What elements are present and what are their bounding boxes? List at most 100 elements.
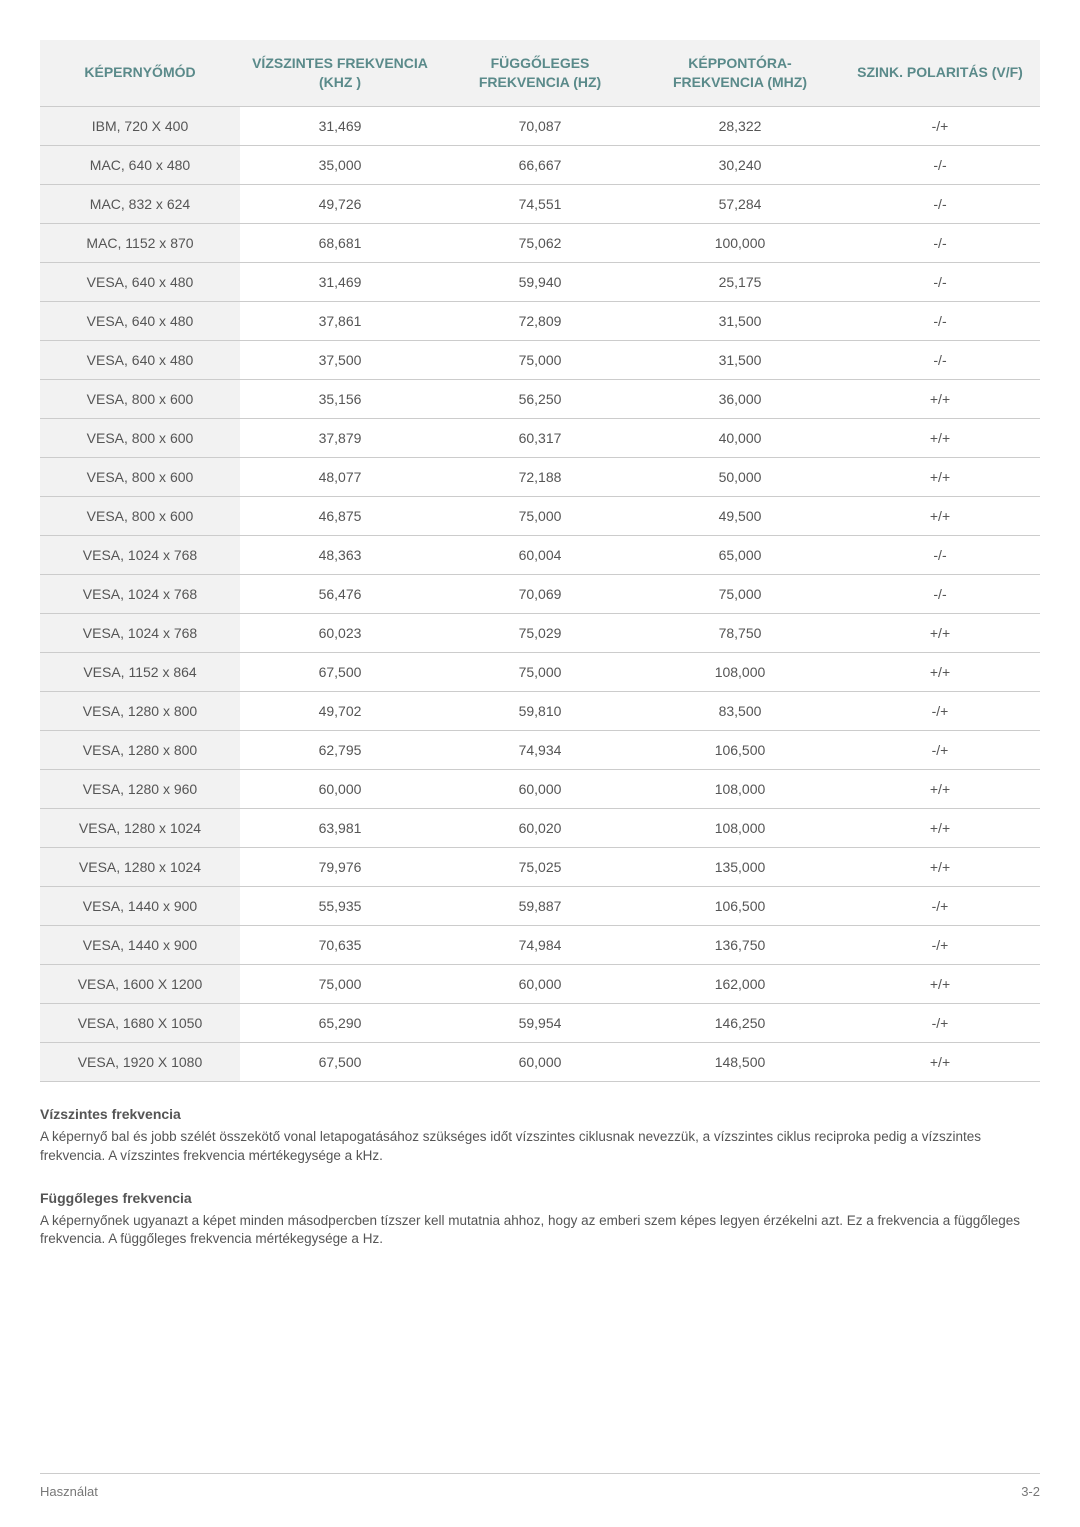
table-cell: 108,000 [640,769,840,808]
table-cell: -/- [840,262,1040,301]
table-cell: VESA, 1024 x 768 [40,613,240,652]
table-cell: 48,363 [240,535,440,574]
table-cell: 79,976 [240,847,440,886]
table-cell: -/- [840,301,1040,340]
table-cell: -/+ [840,886,1040,925]
table-cell: 74,551 [440,184,640,223]
table-cell: 74,934 [440,730,640,769]
col-header-polarity: SZINK. POLARITÁS (V/F) [840,40,1040,106]
table-row: MAC, 832 x 62449,72674,55157,284-/- [40,184,1040,223]
table-cell: 48,077 [240,457,440,496]
table-cell: +/+ [840,457,1040,496]
col-header-hfreq: VÍZSZINTES FREKVENCIA (KHZ ) [240,40,440,106]
table-row: MAC, 1152 x 87068,68175,062100,000-/- [40,223,1040,262]
table-cell: MAC, 1152 x 870 [40,223,240,262]
table-cell: 60,020 [440,808,640,847]
table-cell: 60,000 [440,769,640,808]
section-body-vfreq: A képernyőnek ugyanazt a képet minden má… [40,1212,1040,1250]
table-row: VESA, 640 x 48031,46959,94025,175-/- [40,262,1040,301]
table-cell: -/+ [840,106,1040,145]
table-cell: 148,500 [640,1042,840,1081]
table-cell: -/- [840,184,1040,223]
table-cell: 75,062 [440,223,640,262]
table-cell: -/+ [840,730,1040,769]
table-cell: +/+ [840,1042,1040,1081]
table-cell: VESA, 1920 X 1080 [40,1042,240,1081]
table-cell: 162,000 [640,964,840,1003]
table-cell: 66,667 [440,145,640,184]
table-cell: 37,500 [240,340,440,379]
table-cell: VESA, 1680 X 1050 [40,1003,240,1042]
table-cell: VESA, 1280 x 800 [40,691,240,730]
table-cell: VESA, 1440 x 900 [40,925,240,964]
table-cell: -/- [840,574,1040,613]
table-row: VESA, 1440 x 90055,93559,887106,500-/+ [40,886,1040,925]
timing-mode-table: KÉPERNYŐMÓD VÍZSZINTES FREKVENCIA (KHZ )… [40,40,1040,1082]
table-cell: VESA, 1440 x 900 [40,886,240,925]
table-cell: 63,981 [240,808,440,847]
col-header-mode: KÉPERNYŐMÓD [40,40,240,106]
table-cell: VESA, 640 x 480 [40,301,240,340]
table-cell: 49,500 [640,496,840,535]
table-cell: 50,000 [640,457,840,496]
table-cell: 59,954 [440,1003,640,1042]
table-cell: 108,000 [640,808,840,847]
table-cell: 83,500 [640,691,840,730]
table-cell: VESA, 1280 x 800 [40,730,240,769]
table-cell: -/- [840,145,1040,184]
table-cell: 65,000 [640,535,840,574]
table-cell: 37,879 [240,418,440,457]
table-cell: 75,000 [640,574,840,613]
table-cell: 60,023 [240,613,440,652]
table-cell: +/+ [840,847,1040,886]
table-cell: 57,284 [640,184,840,223]
table-cell: 72,809 [440,301,640,340]
table-cell: 67,500 [240,652,440,691]
table-cell: +/+ [840,379,1040,418]
table-row: VESA, 1280 x 102479,97675,025135,000+/+ [40,847,1040,886]
table-cell: 78,750 [640,613,840,652]
table-cell: 56,250 [440,379,640,418]
table-cell: 75,025 [440,847,640,886]
table-cell: 60,317 [440,418,640,457]
table-cell: 60,004 [440,535,640,574]
table-cell: 60,000 [240,769,440,808]
table-cell: 106,500 [640,730,840,769]
table-cell: 31,469 [240,106,440,145]
table-cell: 67,500 [240,1042,440,1081]
section-body-hfreq: A képernyő bal és jobb szélét összekötő … [40,1128,1040,1166]
table-cell: VESA, 1280 x 1024 [40,808,240,847]
table-row: VESA, 1280 x 80049,70259,81083,500-/+ [40,691,1040,730]
table-row: VESA, 1440 x 90070,63574,984136,750-/+ [40,925,1040,964]
section-title-hfreq: Vízszintes frekvencia [40,1106,1040,1122]
table-cell: 36,000 [640,379,840,418]
table-cell: 28,322 [640,106,840,145]
table-cell: VESA, 1280 x 1024 [40,847,240,886]
table-cell: VESA, 640 x 480 [40,340,240,379]
table-body: IBM, 720 X 40031,46970,08728,322-/+ MAC, … [40,106,1040,1081]
table-cell: 68,681 [240,223,440,262]
table-row: VESA, 1024 x 76848,36360,00465,000-/- [40,535,1040,574]
table-cell: +/+ [840,964,1040,1003]
table-cell: 70,087 [440,106,640,145]
table-cell: 75,000 [440,340,640,379]
page-footer: Használat 3-2 [40,1473,1040,1499]
footer-left: Használat [40,1484,98,1499]
table-row: IBM, 720 X 40031,46970,08728,322-/+ [40,106,1040,145]
table-cell: -/+ [840,1003,1040,1042]
table-row: VESA, 800 x 60048,07772,18850,000+/+ [40,457,1040,496]
table-cell: +/+ [840,613,1040,652]
table-cell: 65,290 [240,1003,440,1042]
table-row: VESA, 800 x 60037,87960,31740,000+/+ [40,418,1040,457]
table-cell: 75,000 [440,652,640,691]
table-cell: VESA, 1280 x 960 [40,769,240,808]
table-row: VESA, 800 x 60046,87575,00049,500+/+ [40,496,1040,535]
table-cell: 49,702 [240,691,440,730]
table-cell: -/+ [840,925,1040,964]
table-cell: 72,188 [440,457,640,496]
table-cell: -/+ [840,691,1040,730]
table-cell: 40,000 [640,418,840,457]
table-cell: 49,726 [240,184,440,223]
table-cell: 35,156 [240,379,440,418]
table-cell: VESA, 800 x 600 [40,379,240,418]
